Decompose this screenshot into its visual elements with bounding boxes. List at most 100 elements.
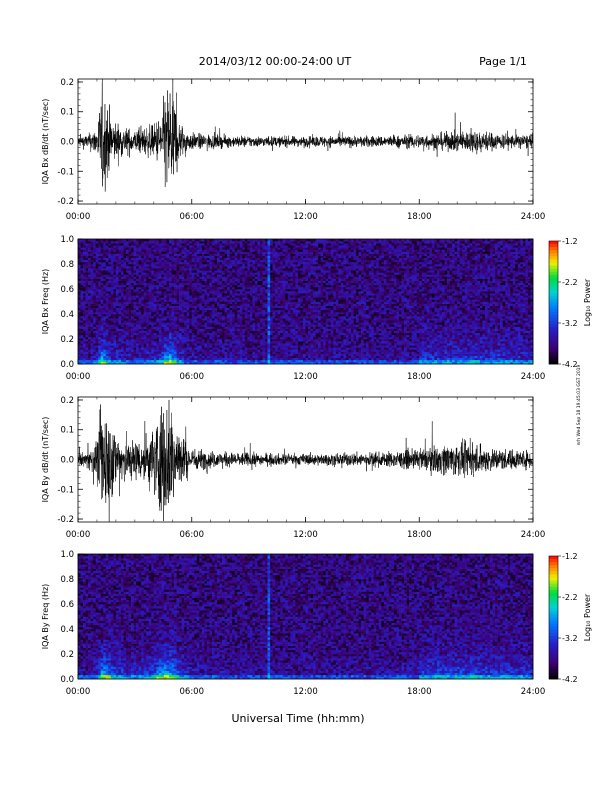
spectrogram-cell [237, 243, 241, 246]
spectrogram-cell [161, 278, 165, 281]
spectrogram-cell [108, 326, 112, 329]
spectrogram-cell [153, 299, 157, 302]
spectrogram-cell [272, 309, 276, 313]
spectrogram-cell [123, 274, 127, 277]
spectrogram-cell [100, 311, 104, 315]
spectrogram-cell [103, 268, 107, 271]
spectrogram-cell [267, 301, 271, 304]
spectrogram-cell [277, 289, 281, 292]
spectrogram-cell [224, 299, 228, 302]
spectrogram-cell [78, 249, 81, 252]
spectrogram-cell [169, 351, 172, 354]
spectrogram-cell [103, 359, 107, 363]
spectrogram-cell [138, 330, 142, 334]
spectrogram-cell [277, 318, 281, 321]
spectrogram-cell [234, 295, 238, 298]
spectrogram-cell [98, 301, 102, 304]
spectrogram-cell [151, 241, 155, 244]
spectrogram-cell [100, 339, 104, 342]
spectrogram-cell [80, 336, 84, 340]
spectrogram-cell [211, 243, 215, 246]
spectrogram-cell [270, 309, 273, 313]
spectrogram-cell [123, 351, 127, 354]
spectrogram-cell [191, 345, 195, 348]
spectrogram-cell [244, 334, 248, 338]
spectrogram-cell [146, 361, 150, 365]
spectrogram-cell [196, 303, 200, 306]
spectrogram-cell [194, 334, 198, 338]
spectrogram-cell [128, 318, 132, 321]
spectrogram-cell [206, 357, 210, 361]
spectrogram-cell [270, 249, 273, 252]
spectrogram-cell [201, 239, 205, 242]
spectrogram-cell [158, 351, 162, 354]
spectrogram-cell [133, 341, 137, 344]
spectrogram-cell [232, 351, 236, 354]
spectrogram-cell [277, 334, 281, 338]
spectrogram-cell [265, 303, 268, 306]
spectrogram-cell [217, 339, 220, 342]
spectrogram-cell [163, 293, 167, 296]
spectrogram-cell [126, 353, 129, 356]
spectrogram-cell [211, 297, 215, 300]
spectrogram-cell [179, 284, 182, 288]
spectrogram-cell [191, 253, 195, 256]
spectrogram-cell [189, 349, 193, 352]
spectrogram-cell [242, 253, 246, 256]
spectrogram-cell [242, 291, 246, 294]
spectrogram-cell [262, 355, 266, 359]
spectrogram-cell [108, 257, 112, 261]
spectrogram-cell [211, 280, 215, 284]
spectrogram-cell [267, 343, 271, 346]
spectrogram-cell [158, 272, 162, 275]
spectrogram-cell [204, 355, 208, 359]
spectrogram-cell [83, 243, 86, 246]
spectrogram-cell [272, 241, 276, 244]
spectrogram-cell [186, 305, 190, 309]
spectrogram-cell [126, 345, 129, 348]
spectrogram-cell [176, 259, 180, 263]
spectrogram-cell [189, 299, 193, 302]
spectrogram-cell [181, 353, 185, 356]
spectrogram-cell [247, 239, 251, 242]
spectrogram-cell [214, 247, 218, 250]
spectrogram-cell [244, 326, 248, 329]
spectrogram-cell [148, 293, 152, 296]
spectrogram-cell [174, 343, 177, 346]
spectrogram-cell [123, 295, 127, 298]
spectrogram-cell [247, 349, 251, 352]
spectrogram-cell [211, 357, 215, 361]
spectrogram-cell [131, 282, 134, 286]
spectrogram-cell [169, 245, 172, 248]
spectrogram-cell [138, 272, 142, 275]
spectrogram-cell [206, 291, 210, 294]
spectrogram-cell [166, 316, 170, 319]
spectrogram-cell [262, 334, 266, 338]
spectrogram-cell [194, 351, 198, 354]
spectrogram-cell [136, 311, 139, 315]
spectrogram-cell [103, 259, 107, 263]
spectrogram-cell [204, 272, 208, 275]
spectrogram-cell [146, 251, 150, 254]
spectrogram-cell [262, 343, 266, 346]
spectrogram-cell [80, 341, 84, 344]
spectrogram-cell [204, 293, 208, 296]
spectrogram-cell [143, 241, 147, 244]
spectrogram-cell [211, 316, 215, 319]
spectrogram-cell [179, 316, 182, 319]
spectrogram-cell [131, 328, 134, 331]
spectrogram-cell [85, 239, 89, 242]
spectrogram-cell [194, 359, 198, 363]
spectrogram-cell [249, 349, 253, 352]
spectrogram-cell [176, 307, 180, 311]
spectrogram-cell [199, 261, 203, 265]
spectrogram-cell [211, 301, 215, 304]
spectrogram-cell [204, 320, 208, 323]
spectrogram-cell [90, 324, 94, 327]
spectrogram-cell [113, 353, 117, 356]
spectrogram-cell [270, 297, 273, 300]
spectrogram-cell [191, 286, 195, 290]
spectrogram-cell [219, 311, 223, 315]
spectrogram-cell [181, 299, 185, 302]
spectrogram-cell [232, 241, 236, 244]
